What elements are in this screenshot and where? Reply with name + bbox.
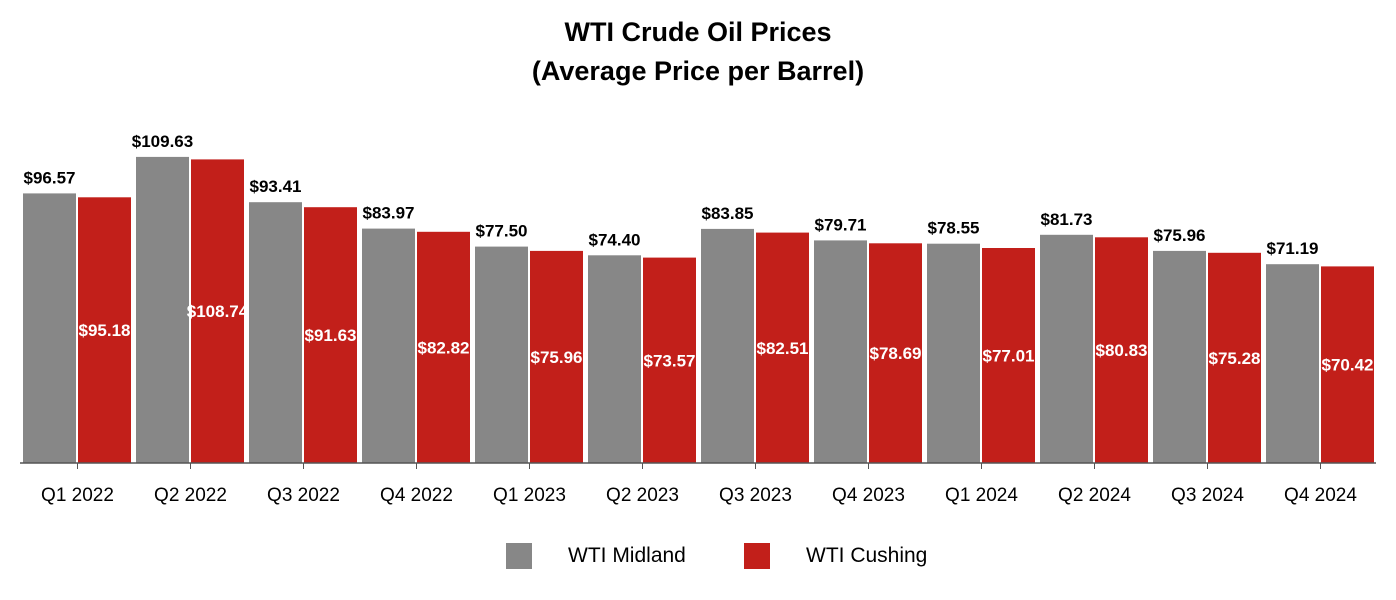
legend-swatch-wti-midland bbox=[506, 543, 532, 569]
x-tick-label-q1-2024: Q1 2024 bbox=[945, 485, 1018, 506]
data-label-wti-cushing-q3-2024: $75.28 bbox=[1209, 349, 1261, 368]
bar-wti-cushing-q2-2023 bbox=[643, 257, 696, 463]
x-tick-label-q3-2024: Q3 2024 bbox=[1171, 485, 1244, 506]
bar-wti-cushing-q2-2022 bbox=[191, 159, 244, 463]
data-label-wti-midland-q1-2024: $78.55 bbox=[928, 219, 980, 238]
legend-label-wti-midland: WTI Midland bbox=[568, 544, 686, 567]
data-label-wti-cushing-q1-2024: $77.01 bbox=[983, 347, 1035, 366]
x-tick-label-q4-2023: Q4 2023 bbox=[832, 485, 905, 506]
bar-wti-midland-q3-2024 bbox=[1153, 250, 1206, 463]
legend-item-wti-midland: WTI Midland bbox=[506, 542, 686, 570]
data-label-wti-cushing-q1-2022: $95.18 bbox=[79, 321, 131, 340]
data-label-wti-midland-q1-2023: $77.50 bbox=[476, 222, 528, 241]
data-label-wti-midland-q4-2023: $79.71 bbox=[815, 215, 867, 234]
legend-swatch-wti-cushing bbox=[744, 543, 770, 569]
data-label-wti-midland-q4-2022: $83.97 bbox=[363, 204, 415, 223]
bar-wti-midland-q1-2023 bbox=[475, 246, 528, 463]
bar-wti-cushing-q1-2024 bbox=[982, 248, 1035, 463]
bar-wti-midland-q3-2023 bbox=[701, 228, 754, 463]
x-tick-label-q4-2022: Q4 2022 bbox=[380, 485, 453, 506]
data-label-wti-midland-q1-2022: $96.57 bbox=[24, 168, 76, 187]
bar-wti-midland-q2-2022 bbox=[136, 156, 189, 463]
bar-wti-cushing-q4-2022 bbox=[417, 231, 470, 463]
data-label-wti-cushing-q3-2022: $91.63 bbox=[305, 326, 357, 345]
legend-item-wti-cushing: WTI Cushing bbox=[744, 542, 927, 570]
bar-wti-midland-q2-2023 bbox=[588, 255, 641, 463]
data-label-wti-cushing-q4-2024: $70.42 bbox=[1322, 356, 1374, 375]
data-label-wti-midland-q2-2023: $74.40 bbox=[589, 230, 641, 249]
data-label-wti-midland-q3-2022: $93.41 bbox=[250, 177, 302, 196]
bars-group bbox=[23, 156, 1374, 464]
bar-wti-midland-q1-2022 bbox=[23, 193, 76, 463]
bar-wti-cushing-q2-2024 bbox=[1095, 237, 1148, 463]
chart-subtitle: (Average Price per Barrel) bbox=[531, 56, 865, 86]
data-label-wti-cushing-q2-2022: $108.74 bbox=[187, 302, 249, 321]
bar-wti-cushing-q1-2023 bbox=[530, 250, 583, 463]
x-tick-label-q1-2022: Q1 2022 bbox=[41, 485, 114, 506]
data-label-wti-midland-q4-2024: $71.19 bbox=[1267, 239, 1319, 258]
x-tick-label-q3-2023: Q3 2023 bbox=[719, 485, 792, 506]
chart-title: WTI Crude Oil Prices bbox=[564, 17, 832, 47]
data-label-wti-midland-q3-2023: $83.85 bbox=[702, 204, 754, 223]
bar-wti-cushing-q4-2023 bbox=[869, 243, 922, 463]
data-label-wti-cushing-q2-2024: $80.83 bbox=[1096, 341, 1148, 360]
bar-wti-cushing-q3-2022 bbox=[304, 207, 357, 463]
bar-wti-midland-q2-2024 bbox=[1040, 234, 1093, 463]
data-labels-group: $96.57 $95.18 $109.63 $108.74 $93.41 $91.63 $8… bbox=[24, 132, 1374, 375]
data-label-wti-cushing-q2-2023: $73.57 bbox=[644, 351, 696, 370]
bar-wti-midland-q1-2024 bbox=[927, 243, 980, 463]
x-tick-label-q2-2023: Q2 2023 bbox=[606, 485, 679, 506]
data-label-wti-cushing-q1-2023: $75.96 bbox=[531, 348, 583, 367]
bar-wti-midland-q3-2022 bbox=[249, 202, 302, 463]
legend-label-wti-cushing: WTI Cushing bbox=[806, 544, 928, 567]
bar-wti-cushing-q1-2022 bbox=[78, 197, 131, 464]
x-tick-label-q2-2022: Q2 2022 bbox=[154, 485, 227, 506]
bar-wti-cushing-q3-2024 bbox=[1208, 252, 1261, 463]
data-label-wti-midland-q2-2022: $109.63 bbox=[132, 132, 193, 151]
data-label-wti-midland-q3-2024: $75.96 bbox=[1154, 226, 1206, 245]
data-label-wti-cushing-q4-2022: $82.82 bbox=[418, 338, 470, 357]
x-tick-label-q2-2024: Q2 2024 bbox=[1058, 485, 1131, 506]
x-tick-label-q3-2022: Q3 2022 bbox=[267, 485, 340, 506]
data-label-wti-midland-q2-2024: $81.73 bbox=[1041, 210, 1093, 229]
bar-wti-cushing-q4-2024 bbox=[1321, 266, 1374, 463]
x-tick-label-q1-2023: Q1 2023 bbox=[493, 485, 566, 506]
data-label-wti-cushing-q3-2023: $82.51 bbox=[757, 339, 809, 358]
bar-wti-midland-q4-2024 bbox=[1266, 264, 1319, 463]
bar-wti-cushing-q3-2023 bbox=[756, 232, 809, 463]
data-label-wti-cushing-q4-2023: $78.69 bbox=[870, 344, 922, 363]
bar-wti-midland-q4-2023 bbox=[814, 240, 867, 463]
x-tick-label-q4-2024: Q4 2024 bbox=[1284, 485, 1357, 506]
bar-wti-midland-q4-2022 bbox=[362, 228, 415, 463]
